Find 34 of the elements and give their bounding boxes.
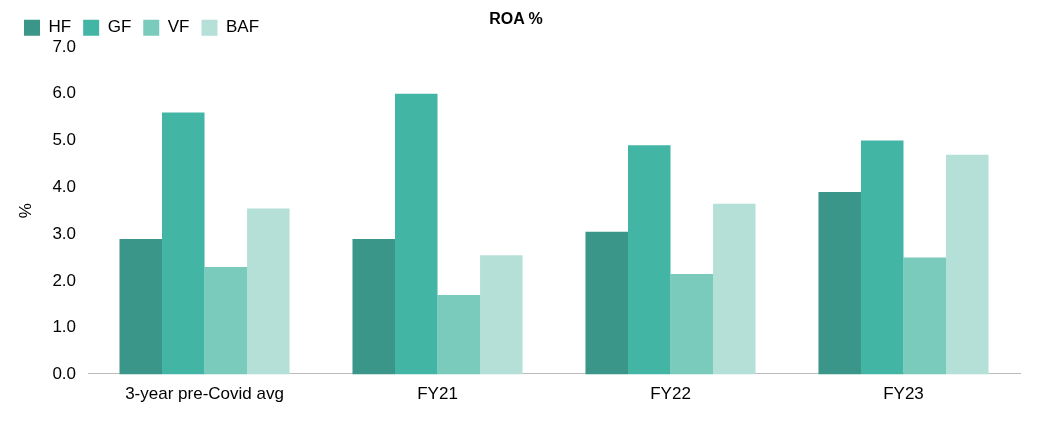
- y-tick-label: 1.0: [52, 317, 77, 337]
- bar: [162, 112, 205, 375]
- bar: [119, 238, 163, 375]
- x-tick-label: FY22: [650, 383, 691, 403]
- y-tick-label: 0.0: [52, 364, 77, 384]
- bar: [247, 208, 290, 375]
- bar: [627, 145, 671, 375]
- x-tick-label: 3-year pre-Covid avg: [125, 383, 284, 403]
- y-tick-label: 5.0: [52, 130, 77, 150]
- bar: [437, 295, 481, 375]
- legend-label: GF: [107, 17, 132, 37]
- y-axis-title: %: [15, 203, 35, 219]
- y-tick-label: 7.0: [52, 36, 77, 56]
- bar: [818, 192, 861, 375]
- y-tick-label: 4.0: [52, 177, 77, 197]
- legend-label: HF: [48, 17, 72, 37]
- bar: [395, 93, 438, 375]
- x-tick-label: FY21: [417, 383, 458, 403]
- bar: [713, 203, 756, 375]
- x-tick-label: FY23: [883, 383, 924, 403]
- y-tick-label: 6.0: [52, 83, 77, 103]
- bar: [903, 257, 947, 375]
- bar: [480, 255, 523, 375]
- bar: [585, 231, 628, 375]
- bar: [670, 273, 714, 375]
- bar: [204, 266, 248, 375]
- bar: [860, 140, 904, 375]
- legend-label: BAF: [225, 17, 260, 37]
- legend-label: VF: [167, 17, 190, 37]
- bar: [946, 154, 989, 375]
- bar: [352, 238, 395, 375]
- y-tick-label: 2.0: [52, 270, 77, 290]
- y-tick-label: 3.0: [52, 223, 77, 243]
- chart-title: ROA %: [489, 10, 543, 28]
